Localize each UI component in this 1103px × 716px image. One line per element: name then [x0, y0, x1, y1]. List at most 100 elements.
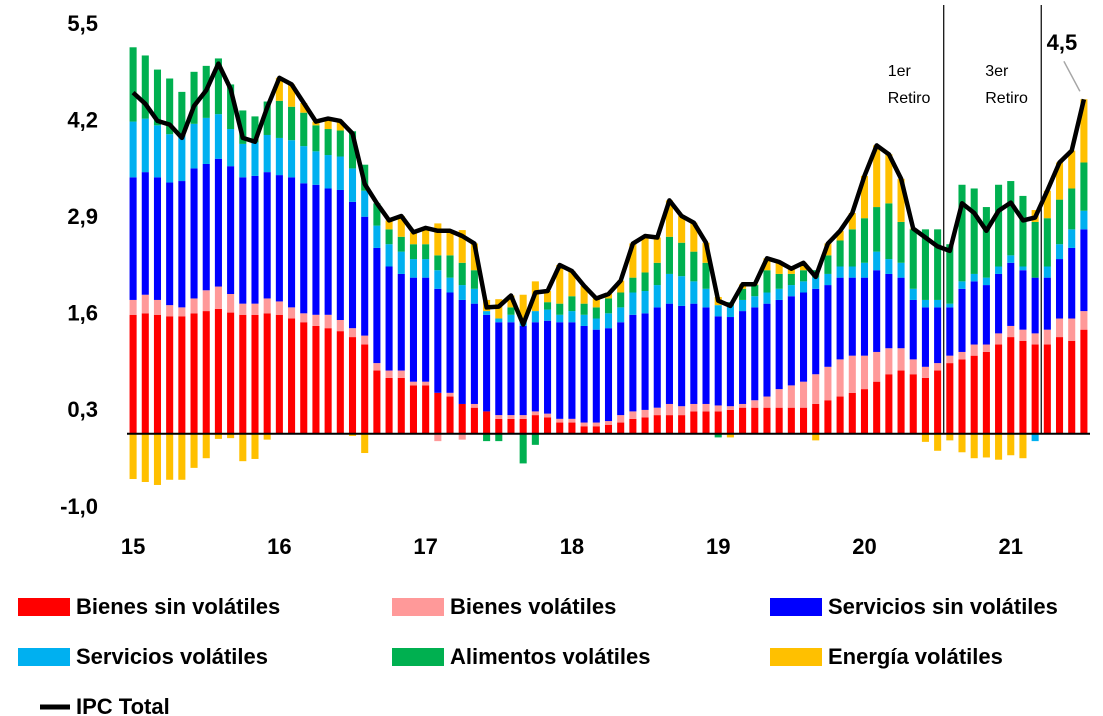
bar-segment	[1080, 329, 1088, 434]
bar-segment	[141, 433, 149, 482]
bar-segment	[982, 344, 990, 352]
bar-segment	[970, 355, 978, 434]
bar-segment	[409, 277, 417, 382]
bar-segment	[288, 84, 296, 107]
bar-segment	[202, 163, 210, 291]
bar-segment	[239, 433, 247, 462]
bar-segment	[702, 288, 710, 308]
bar-segment	[812, 288, 820, 375]
x-tick-label: 15	[121, 534, 145, 559]
bar-segment	[531, 411, 539, 416]
bar-segment	[1055, 199, 1064, 245]
bar-segment	[129, 121, 137, 178]
bar-segment	[1019, 340, 1027, 434]
bar-segment	[434, 255, 442, 271]
bar-segment	[617, 422, 625, 434]
bar-segment	[982, 351, 990, 434]
bar-segment	[288, 307, 296, 319]
bar-segment	[495, 318, 503, 323]
bar-segment	[995, 184, 1003, 267]
bar-segment	[958, 288, 966, 352]
bar-segment	[422, 381, 430, 386]
bar-segment	[934, 229, 942, 300]
bar-segment	[190, 168, 198, 299]
bar-segment	[604, 424, 613, 434]
bar-segment	[995, 266, 1003, 274]
bar-segment	[775, 288, 783, 300]
bar-segment	[787, 268, 795, 274]
x-tick-label: 21	[999, 534, 1023, 559]
bar-segment	[263, 172, 271, 299]
bar-segment	[153, 314, 162, 434]
bar-segment	[946, 307, 954, 356]
bar-segment	[836, 266, 844, 278]
data-label: 4,5	[1047, 30, 1078, 55]
bar-segment	[885, 259, 893, 274]
bar-segment	[775, 407, 783, 434]
bar-segment	[458, 230, 466, 263]
bar-segment	[373, 363, 381, 371]
bar-segment	[641, 417, 649, 434]
bar-segment	[385, 244, 393, 267]
bar-segment	[885, 154, 893, 204]
bar-segment	[251, 116, 259, 143]
bar-segment	[227, 312, 235, 434]
legend-item: Servicios volátiles	[18, 644, 268, 669]
bar-segment	[946, 433, 954, 441]
bar-segment	[824, 366, 832, 401]
bar-segment	[787, 273, 795, 286]
bar-segment	[166, 316, 174, 434]
bar-segment	[641, 236, 649, 273]
bar-segment	[934, 433, 942, 451]
bar-segment	[373, 247, 381, 364]
x-tick-label: 19	[706, 534, 730, 559]
bar-segment	[227, 84, 235, 130]
bar-segment	[312, 125, 320, 152]
bar-segment	[787, 407, 795, 434]
bar-segment	[531, 322, 539, 412]
bar-segment	[300, 183, 308, 314]
bar-segment	[446, 255, 454, 278]
bar-segment	[885, 203, 893, 260]
bar-segment	[434, 288, 442, 393]
bar-segment	[470, 288, 478, 304]
bar-segment	[434, 223, 442, 256]
bar-segment	[1019, 329, 1027, 341]
bar-segment	[178, 136, 186, 182]
bar-segment	[361, 433, 369, 454]
bar-segment	[385, 229, 393, 245]
bar-segment	[1068, 247, 1076, 319]
bar-segment	[556, 422, 564, 434]
bar-segment	[556, 265, 564, 304]
bar-segment	[361, 344, 369, 434]
bar-segment	[690, 222, 698, 252]
bar-segment	[726, 433, 734, 438]
bar-segment	[507, 322, 515, 416]
bar-segment	[739, 299, 747, 312]
bar-segment	[190, 298, 198, 314]
bar-segment	[702, 307, 710, 404]
bar-segment	[214, 58, 222, 115]
bar-segment	[348, 201, 357, 329]
bar-segment	[1068, 229, 1076, 248]
bar-segment	[141, 118, 149, 173]
bar-segment	[604, 328, 613, 422]
bar-segment	[324, 314, 332, 329]
legend-label: Servicios volátiles	[76, 644, 268, 669]
legend-label: Energía volátiles	[828, 644, 1003, 669]
bar-segment	[775, 273, 783, 289]
bar-segment	[483, 411, 491, 434]
bar-segment	[934, 363, 942, 371]
bar-segment	[409, 385, 417, 434]
bar-segment	[714, 305, 722, 317]
bar-segment	[812, 277, 820, 289]
bar-segment	[1031, 277, 1039, 334]
legend-item: Energía volátiles	[770, 644, 1003, 669]
bar-segment	[263, 134, 271, 173]
bar-segment	[678, 406, 686, 416]
bar-segment	[1055, 318, 1064, 338]
bar-segment	[836, 240, 844, 267]
bar-segment	[507, 415, 515, 419]
bar-segment	[580, 426, 588, 434]
bar-segment	[336, 331, 344, 434]
